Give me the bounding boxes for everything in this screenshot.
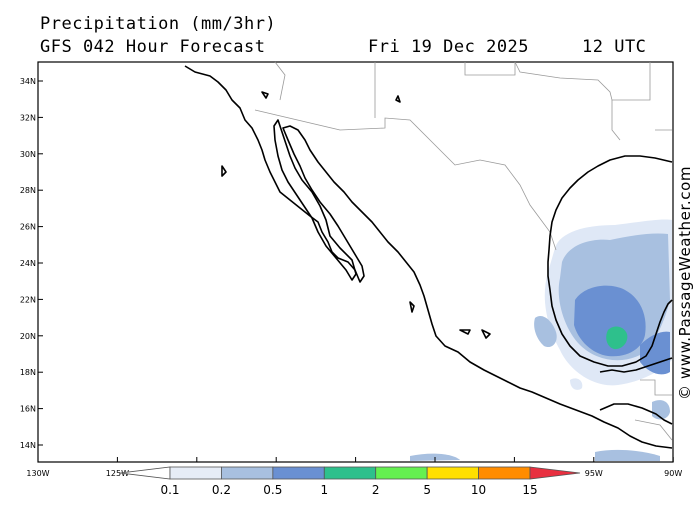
lat-tick-label: 20N: [20, 332, 36, 341]
forecast-label: GFS 042 Hour Forecast: [40, 37, 266, 57]
colorbar-label: 2: [372, 483, 380, 497]
lon-tick-label: 130W: [26, 469, 49, 478]
colorbar-segment: [272, 466, 325, 480]
lat-tick-label: 34N: [20, 77, 36, 86]
island-4: [481, 329, 491, 339]
colorbar-label: 10: [471, 483, 486, 497]
lat-tick-label: 26N: [20, 223, 36, 232]
precipitation-colorbar: 0.1 0.2 0.5 1 2 5 10 15: [119, 466, 581, 497]
pacific-coastline: [184, 65, 673, 449]
yucatan-coast: [599, 357, 673, 373]
rain-area-east: [640, 331, 670, 375]
rain-area-small: [570, 378, 583, 390]
colorbar-segment: [323, 466, 377, 480]
island-2: [409, 301, 415, 313]
rain-area-gulf-heavy: [574, 285, 646, 357]
island-6: [221, 165, 227, 177]
colorbar-label: 0.2: [212, 483, 231, 497]
island-1: [261, 91, 269, 99]
lon-tick-label: 90W: [664, 469, 682, 478]
lat-tick-label: 18N: [20, 368, 36, 377]
colorbar-max-arrow: [529, 466, 581, 480]
colorbar-segment: [426, 466, 479, 480]
website-credit: © www.PassageWeather.com: [676, 165, 694, 400]
baja-peninsula: [273, 119, 357, 281]
colorbar-segment: [375, 466, 428, 480]
political-borders: [254, 61, 673, 441]
rain-area-gulf-core: [606, 326, 628, 350]
lat-tick-label: 30N: [20, 150, 36, 159]
gulf-coastline: [547, 155, 673, 367]
forecast-date: Fri 19 Dec 2025: [368, 37, 530, 57]
lon-tick-label: 95W: [585, 469, 603, 478]
lat-tick-label: 16N: [20, 405, 36, 414]
lat-tick-label: 22N: [20, 295, 36, 304]
colorbar-label: 0.5: [263, 483, 282, 497]
colorbar-label: 1: [320, 483, 328, 497]
coastlines: [184, 65, 673, 449]
lat-tick-label: 32N: [20, 113, 36, 122]
lat-tick-label: 14N: [20, 441, 36, 450]
latitude-ticks: 34N 32N 30N 28N 26N 24N 22N 20N 18N 16N 14N: [20, 77, 43, 450]
colorbar-segment: [169, 466, 222, 480]
colorbar-label: 5: [423, 483, 431, 497]
lon-tick-label: 125W: [106, 469, 129, 478]
colorbar-segment: [478, 466, 531, 480]
colorbar-label: 0.1: [160, 483, 179, 497]
rain-area-isthmus: [534, 315, 557, 348]
precipitation-fields: [410, 219, 672, 461]
colorbar-segment: [221, 466, 274, 480]
caribbean-coast: [599, 403, 673, 425]
lat-tick-label: 24N: [20, 259, 36, 268]
lat-tick-label: 28N: [20, 186, 36, 195]
chart-title: Precipitation (mm/3hr): [40, 14, 277, 34]
colorbar-label: 15: [522, 483, 537, 497]
island-5: [395, 95, 401, 103]
rain-area-bottom-right: [595, 449, 660, 461]
forecast-time: 12 UTC: [582, 37, 647, 57]
island-3: [459, 329, 471, 335]
